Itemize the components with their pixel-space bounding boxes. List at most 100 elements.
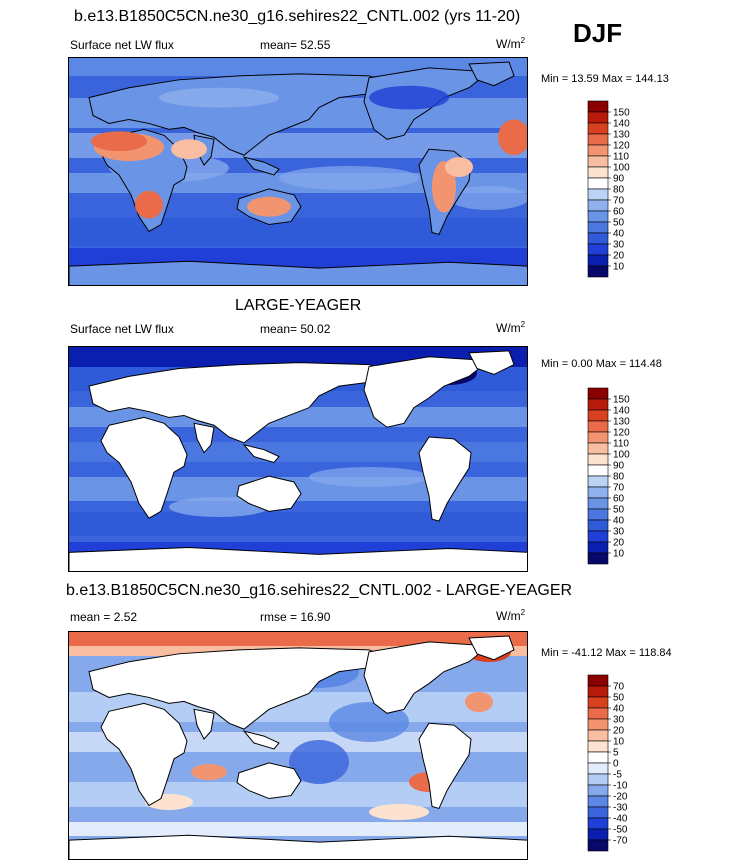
field-band bbox=[69, 632, 527, 646]
colorbar-tick-label: 20 bbox=[613, 726, 625, 737]
panel3-minmax-label: Min = -41.12 Max = 118.84 bbox=[541, 647, 672, 659]
panel2-title: LARGE-YEAGER bbox=[235, 297, 362, 314]
colorbar-swatch bbox=[587, 122, 609, 135]
colorbar-swatch bbox=[587, 232, 609, 245]
colorbar-swatch bbox=[587, 177, 609, 190]
land-outline bbox=[468, 350, 515, 375]
land-outline bbox=[88, 647, 391, 730]
colorbar-swatch bbox=[587, 784, 609, 797]
panel1-map bbox=[68, 57, 528, 286]
panel2-colorbar: 150 140 130 120 110 100 90 80 70 60 50 40 30 20 10 bbox=[587, 387, 648, 568]
field-band bbox=[69, 218, 527, 246]
colorbar-swatch bbox=[587, 806, 609, 819]
field-contour bbox=[309, 467, 429, 487]
colorbar-tick-label: 30 bbox=[613, 715, 625, 726]
colorbar-tick-label: 70 bbox=[613, 682, 625, 693]
colorbar-swatch bbox=[587, 199, 609, 212]
land-outline bbox=[468, 635, 515, 661]
colorbar-tick-label: 10 bbox=[613, 549, 625, 560]
colorbar-tick-label: -50 bbox=[613, 825, 628, 836]
colorbar-swatch bbox=[587, 265, 609, 278]
colorbar-tick-label: 100 bbox=[613, 450, 630, 461]
colorbar-swatch bbox=[587, 398, 609, 411]
panel3-unit-label: W/m2 bbox=[496, 608, 526, 623]
field-contour bbox=[289, 740, 349, 784]
colorbar-swatch bbox=[587, 707, 609, 720]
colorbar-tick-label: 40 bbox=[613, 704, 625, 715]
colorbar-swatch bbox=[587, 188, 609, 201]
colorbar-swatch bbox=[587, 773, 609, 786]
colorbar-tick-label: -70 bbox=[613, 836, 628, 847]
colorbar-swatch bbox=[587, 497, 609, 510]
field-contour bbox=[169, 497, 269, 517]
colorbar-swatch bbox=[587, 409, 609, 422]
land-outline bbox=[242, 730, 280, 750]
panel2-mean-label: mean= 50.02 bbox=[260, 322, 331, 336]
colorbar-tick-label: 90 bbox=[613, 174, 625, 185]
land-outline bbox=[88, 362, 391, 444]
panel1-mean-label: mean= 52.55 bbox=[260, 38, 331, 52]
land-outline bbox=[100, 416, 188, 519]
colorbar-swatch bbox=[587, 817, 609, 830]
land-contour bbox=[135, 190, 163, 219]
colorbar-swatch bbox=[587, 508, 609, 521]
colorbar-tick-label: 60 bbox=[613, 494, 625, 505]
colorbar-tick-label: 120 bbox=[613, 428, 630, 439]
land-outline bbox=[236, 762, 302, 800]
land-outline bbox=[418, 436, 472, 522]
colorbar-swatch bbox=[587, 464, 609, 477]
colorbar-tick-label: -20 bbox=[613, 792, 628, 803]
colorbar-swatch bbox=[587, 133, 609, 146]
panel2-map bbox=[68, 346, 528, 572]
panel2-minmax-label: Min = 0.00 Max = 114.48 bbox=[541, 358, 662, 370]
colorbar-tick-label: 80 bbox=[613, 472, 625, 483]
land-outline bbox=[69, 547, 527, 571]
colorbar-tick-label: 50 bbox=[613, 218, 625, 229]
panel3-colorbar: 70 50 40 30 20 10 5 0 -5 -10 -20 -30 -40 -50 -70 bbox=[587, 674, 648, 855]
panel1-colorbar: 150 140 130 120 110 100 90 80 70 60 50 40 30 20 10 bbox=[587, 100, 648, 281]
colorbar-tick-label: 20 bbox=[613, 251, 625, 262]
colorbar-tick-label: 120 bbox=[613, 141, 630, 152]
colorbar-tick-label: -40 bbox=[613, 814, 628, 825]
panel1-variable-label: Surface net LW flux bbox=[70, 38, 174, 52]
colorbar-swatch bbox=[587, 486, 609, 499]
panel1-unit-label: W/m2 bbox=[496, 36, 526, 51]
colorbar-swatch bbox=[587, 530, 609, 543]
colorbar-tick-label: 110 bbox=[613, 152, 629, 163]
field-band bbox=[69, 822, 527, 836]
land-contour bbox=[91, 131, 147, 152]
map-field bbox=[69, 347, 527, 571]
colorbar-swatch bbox=[587, 100, 609, 113]
land-outline bbox=[100, 702, 188, 807]
colorbar-swatch bbox=[587, 453, 609, 466]
colorbar-swatch bbox=[587, 221, 609, 234]
panel2-variable-label: Surface net LW flux bbox=[70, 322, 174, 336]
land-outline bbox=[242, 443, 280, 463]
field-band bbox=[69, 512, 527, 536]
colorbar-swatch bbox=[587, 552, 609, 565]
colorbar-swatch bbox=[587, 210, 609, 223]
colorbar-tick-label: 130 bbox=[613, 130, 630, 141]
colorbar-swatch bbox=[587, 144, 609, 157]
colorbar-swatch bbox=[587, 166, 609, 179]
land-outline bbox=[418, 722, 472, 810]
land-outline bbox=[193, 422, 215, 454]
colorbar-swatch bbox=[587, 541, 609, 554]
colorbar-tick-label: 130 bbox=[613, 417, 630, 428]
colorbar-tick-label: 30 bbox=[613, 527, 625, 538]
colorbar-swatch bbox=[587, 718, 609, 731]
colorbar-swatch bbox=[587, 729, 609, 742]
land-outline bbox=[468, 61, 515, 87]
colorbar-swatch bbox=[587, 740, 609, 753]
colorbar-tick-label: -10 bbox=[613, 781, 628, 792]
colorbar-tick-label: 110 bbox=[613, 439, 629, 450]
field-contour bbox=[369, 804, 429, 820]
colorbar-swatch bbox=[587, 519, 609, 532]
panel3-map bbox=[68, 631, 528, 860]
land-contour bbox=[247, 196, 291, 217]
colorbar-tick-label: 50 bbox=[613, 505, 625, 516]
colorbar-tick-label: 5 bbox=[613, 748, 619, 759]
panel3-rmse-label: rmse = 16.90 bbox=[260, 610, 331, 624]
map-field bbox=[69, 632, 527, 859]
land-contour bbox=[159, 87, 279, 108]
